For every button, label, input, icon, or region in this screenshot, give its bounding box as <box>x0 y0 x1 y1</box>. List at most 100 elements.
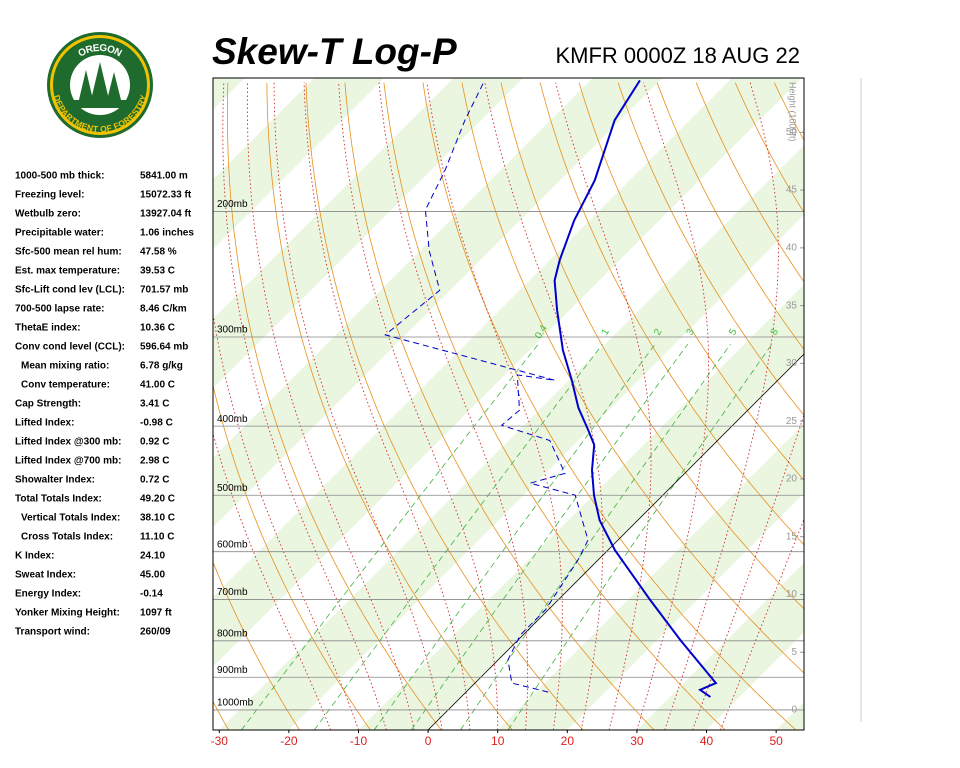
stat-label: 1000-500 mb thick: <box>15 171 105 182</box>
height-tick-label: 45 <box>786 185 798 196</box>
mixing-ratio-label: 3 <box>685 327 698 338</box>
mixing-ratio-line <box>507 343 773 730</box>
height-tick-label: 35 <box>786 300 798 311</box>
stat-value: 3.41 C <box>140 399 169 410</box>
isotherm-band <box>213 78 245 110</box>
stat-value: 49.20 C <box>140 494 175 505</box>
zero-isotherm <box>427 353 804 730</box>
height-tick-label: 15 <box>786 531 798 542</box>
stat-value: 45.00 <box>140 570 165 581</box>
stat-label: Lifted Index @300 mb: <box>15 437 121 448</box>
isotherm-band <box>213 78 524 389</box>
stat-value: -0.14 <box>140 589 163 600</box>
stat-label: Lifted Index @700 mb: <box>15 456 121 467</box>
moist-adiabat <box>378 82 529 730</box>
stat-value: 13927.04 ft <box>140 209 192 220</box>
stat-label: ThetaE index: <box>15 323 81 334</box>
chart-subtitle: KMFR 0000Z 18 AUG 22 <box>555 43 800 68</box>
logo: OREGON DEPARTMENT OF FORESTRY <box>47 32 153 138</box>
stat-label: Total Totals Index: <box>15 494 102 505</box>
isotherm-band <box>213 78 663 528</box>
height-tick-label: 40 <box>786 242 798 253</box>
height-tick-label: 30 <box>786 358 798 369</box>
stat-value: 15072.33 ft <box>140 190 192 201</box>
isotherm-band <box>213 78 384 249</box>
stat-value: 47.58 % <box>140 247 177 258</box>
moist-adiabat <box>338 82 499 730</box>
stat-label: Showalter Index: <box>15 475 95 486</box>
dry-adiabat <box>813 83 960 730</box>
stat-label: Sweat Index: <box>15 570 76 581</box>
stat-label: K Index: <box>15 551 54 562</box>
stats-table: 1000-500 mb thick: 5841.00 m Freezing leve… <box>15 171 194 638</box>
x-tick-label: 50 <box>769 734 783 748</box>
stat-value: 24.10 <box>140 551 165 562</box>
mixing-ratio-line <box>410 343 689 730</box>
moist-adiabat <box>213 311 359 730</box>
dry-adiabat <box>617 82 804 416</box>
stat-value: 1097 ft <box>140 608 172 619</box>
plot: 0.4 1 2 3 5 81000mb900mb800mb700mb600mb500mb4… <box>211 77 960 748</box>
dry-adiabat <box>891 83 960 730</box>
x-tick-label: -20 <box>280 734 298 748</box>
stat-label: Sfc-Lift cond lev (LCL): <box>15 285 125 296</box>
height-tick-label: 10 <box>786 589 798 600</box>
dry-adiabat <box>213 561 300 730</box>
isotherm-band <box>219 145 804 730</box>
stat-label: Yonker Mixing Height: <box>15 608 120 619</box>
mixing-ratio-line <box>460 343 731 730</box>
mixing-ratio-line <box>241 343 539 730</box>
moist-adiabat <box>213 432 332 730</box>
y-tick-label: 500mb <box>217 483 248 494</box>
stat-value: 38.10 C <box>140 513 175 524</box>
temperature-line <box>553 79 718 698</box>
y-tick-label: 900mb <box>217 665 248 676</box>
dry-adiabat <box>539 82 804 546</box>
mixing-ratio-label: 1 <box>600 327 613 338</box>
dry-adiabat <box>656 82 804 350</box>
height-tick-label: 5 <box>791 647 797 658</box>
stat-value: 6.78 g/kg <box>140 361 183 372</box>
stat-value: 5841.00 m <box>140 171 188 182</box>
stat-label: Conv cond level (CCL): <box>15 342 125 353</box>
x-tick-label: 20 <box>561 734 575 748</box>
stat-label: 700-500 lapse rate: <box>15 304 105 315</box>
stat-label: Precipitable water: <box>15 228 104 239</box>
dry-adiabat <box>578 82 804 481</box>
mixing-ratio-label: 2 <box>652 327 665 338</box>
x-tick-label: -30 <box>211 734 229 748</box>
stat-value: 8.46 C/km <box>140 304 187 315</box>
y-tick-label: 600mb <box>217 539 248 550</box>
stat-value: 41.00 C <box>140 380 175 391</box>
stat-label: Transport wind: <box>15 627 90 638</box>
stat-label: Cap Strength: <box>15 399 81 410</box>
stat-label: Energy Index: <box>15 589 81 600</box>
stat-label: Est. max temperature: <box>15 266 120 277</box>
height-tick-label: 0 <box>791 705 797 716</box>
plot-border <box>212 77 805 731</box>
logo-top-text: OREGON <box>76 42 123 59</box>
moist-adiabat <box>426 82 563 730</box>
y-tick-label: 700mb <box>217 587 248 598</box>
dry-adiabat <box>930 83 960 730</box>
isotherm-band <box>358 284 804 730</box>
stat-label: Lifted Index: <box>15 418 74 429</box>
height-tick-label: 20 <box>786 474 798 485</box>
height-tick-label: 50 <box>786 127 798 138</box>
moist-adiabat <box>692 413 804 730</box>
y-tick-label: 300mb <box>217 325 248 336</box>
height-tick-label: 25 <box>786 416 798 427</box>
stat-label: Conv temperature: <box>21 380 110 391</box>
stat-label: Wetbulb zero: <box>15 209 81 220</box>
mixing-ratio-line <box>373 343 656 730</box>
chart-title: Skew-T Log-P <box>212 31 457 72</box>
stat-value: 1.06 inches <box>140 228 194 239</box>
plot-lines <box>213 78 960 730</box>
stat-value: 11.10 C <box>140 532 174 543</box>
stat-value: 10.36 C <box>140 323 175 334</box>
x-tick-label: 0 <box>425 734 432 748</box>
isotherm-band <box>497 423 804 730</box>
stat-value: 0.92 C <box>140 437 169 448</box>
y-tick-label: 200mb <box>217 199 248 210</box>
